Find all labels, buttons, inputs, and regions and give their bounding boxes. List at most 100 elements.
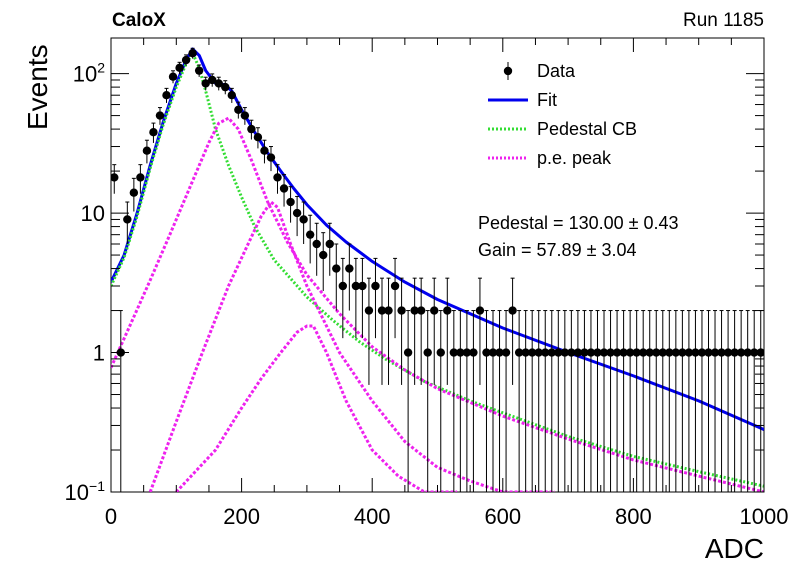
data-point bbox=[123, 215, 132, 224]
data-point bbox=[443, 306, 452, 315]
data-point bbox=[541, 348, 550, 357]
data-point bbox=[286, 197, 295, 207]
data-point bbox=[586, 348, 596, 357]
data-point bbox=[612, 348, 622, 357]
data-point bbox=[736, 348, 746, 357]
data-point bbox=[240, 111, 250, 120]
data-point bbox=[599, 348, 609, 357]
data-point bbox=[221, 82, 230, 92]
x-tick-label: 600 bbox=[484, 504, 521, 529]
data-point bbox=[665, 348, 674, 357]
data-point bbox=[175, 63, 184, 73]
data-point bbox=[638, 348, 648, 357]
legend-label: p.e. peak bbox=[537, 148, 612, 168]
data-point bbox=[201, 79, 210, 88]
x-tick-label: 400 bbox=[354, 504, 391, 529]
data-point bbox=[573, 348, 583, 357]
data-point bbox=[358, 281, 367, 291]
data-point bbox=[678, 348, 687, 357]
data-point bbox=[593, 348, 602, 357]
data-point bbox=[580, 348, 589, 357]
data-point bbox=[495, 348, 504, 357]
data-point bbox=[253, 132, 263, 142]
data-point bbox=[129, 188, 139, 197]
data-point bbox=[410, 306, 419, 315]
data-point bbox=[299, 215, 308, 224]
data-point bbox=[691, 348, 700, 357]
data-point bbox=[260, 146, 269, 155]
data-point bbox=[508, 306, 517, 315]
data-point bbox=[351, 281, 361, 291]
data-point bbox=[168, 72, 178, 81]
data-point bbox=[194, 66, 204, 75]
data-point bbox=[652, 348, 661, 357]
data-point bbox=[462, 348, 472, 357]
data-point bbox=[319, 250, 328, 260]
x-tick-label: 0 bbox=[105, 504, 117, 529]
data-point bbox=[658, 348, 667, 357]
data-point bbox=[142, 146, 152, 155]
data-point bbox=[710, 348, 720, 357]
data-point bbox=[188, 49, 197, 58]
data-point bbox=[469, 348, 478, 357]
data-point bbox=[305, 230, 315, 239]
data-point bbox=[645, 348, 654, 357]
data-point bbox=[345, 264, 354, 273]
data-point bbox=[697, 348, 707, 357]
data-point bbox=[456, 348, 465, 357]
annotation-pedestal: Pedestal = 130.00 ± 0.43 bbox=[478, 213, 679, 233]
data-point bbox=[521, 348, 530, 357]
data-point bbox=[332, 264, 341, 273]
data-point bbox=[416, 306, 426, 315]
data-point bbox=[325, 239, 334, 249]
data-point bbox=[501, 348, 511, 357]
data-point bbox=[371, 281, 380, 291]
data-point bbox=[436, 348, 445, 357]
legend-label: Pedestal CB bbox=[537, 119, 637, 139]
data-point bbox=[704, 348, 713, 357]
pe-peak-curve-4 bbox=[175, 324, 458, 492]
data-point bbox=[312, 239, 321, 249]
data-point bbox=[155, 111, 165, 120]
data-point bbox=[554, 348, 563, 357]
data-point bbox=[482, 348, 491, 357]
data-point bbox=[527, 348, 537, 357]
x-tick-label: 1000 bbox=[740, 504, 789, 529]
data-point bbox=[606, 348, 615, 357]
y-axis-label: Events bbox=[22, 44, 53, 130]
data-point bbox=[247, 124, 256, 134]
data-point bbox=[377, 306, 387, 315]
data-point bbox=[181, 55, 191, 65]
pe-peak-curve-3 bbox=[148, 200, 555, 492]
data-point bbox=[514, 348, 524, 357]
data-point bbox=[149, 128, 158, 137]
data-point bbox=[684, 348, 694, 357]
data-point bbox=[547, 348, 556, 357]
y-tick-label: 10 bbox=[81, 201, 105, 226]
data-point bbox=[338, 281, 348, 291]
data-point bbox=[390, 281, 400, 291]
data-point bbox=[136, 173, 145, 182]
data-point bbox=[403, 348, 413, 357]
data-point bbox=[730, 348, 739, 357]
legend-label: Data bbox=[537, 61, 576, 81]
data-point bbox=[632, 348, 641, 357]
y-tick-label: 1 bbox=[93, 341, 105, 366]
x-tick-label: 800 bbox=[615, 504, 652, 529]
data-point bbox=[717, 348, 726, 357]
data-point bbox=[234, 105, 243, 115]
chart-title-left: CaloX bbox=[112, 10, 166, 31]
y-tick-exponent: −1 bbox=[89, 478, 105, 494]
data-point bbox=[397, 306, 406, 315]
data-point bbox=[449, 348, 459, 357]
data-point bbox=[208, 75, 217, 85]
data-point bbox=[214, 79, 223, 88]
y-tick-exponent: 2 bbox=[97, 60, 105, 76]
x-axis-label: ADC bbox=[705, 533, 764, 564]
pe-peak-curve-2 bbox=[111, 116, 764, 492]
data-point bbox=[723, 348, 733, 357]
data-point bbox=[384, 306, 393, 315]
data-point bbox=[292, 208, 302, 218]
data-point bbox=[488, 348, 498, 357]
